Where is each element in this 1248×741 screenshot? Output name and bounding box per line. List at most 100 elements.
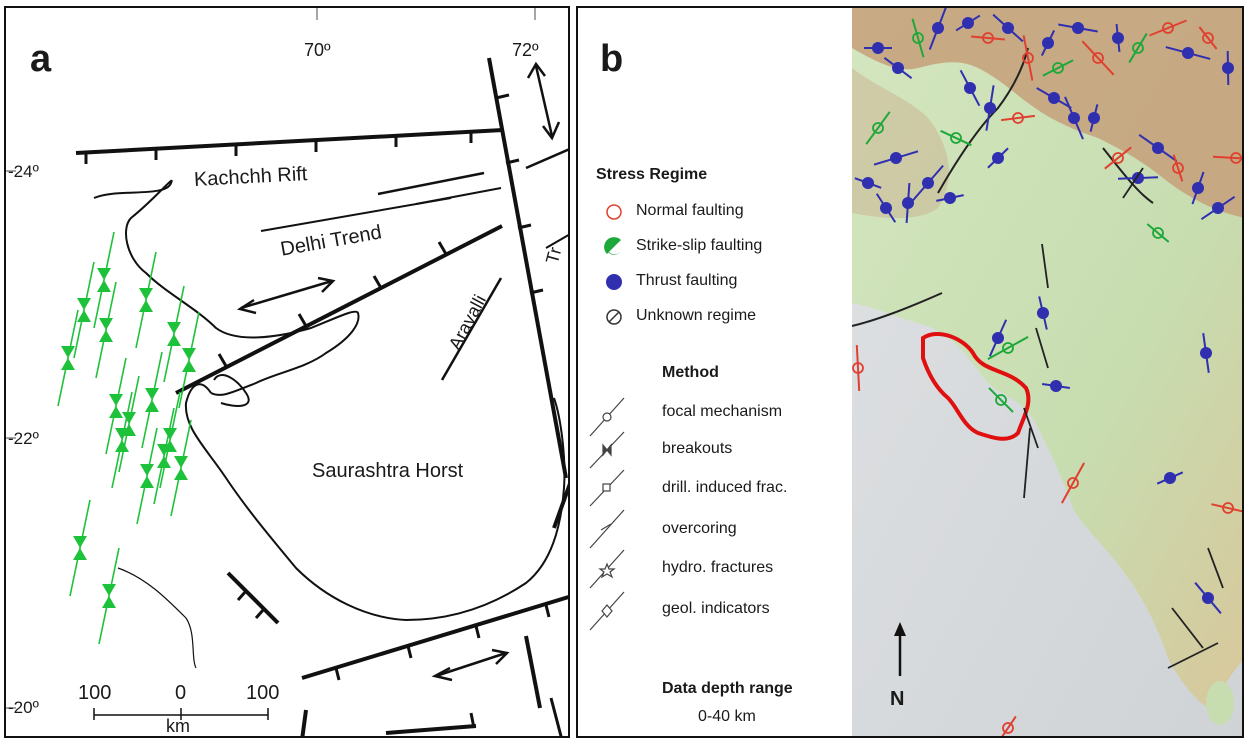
stress-regime-marker	[1112, 32, 1124, 44]
depth-range-value: 0-40 km	[698, 708, 756, 725]
stress-regime-marker	[992, 152, 1004, 164]
stress-regime-marker	[932, 22, 944, 34]
compression-bowtie-icon	[167, 322, 181, 346]
stress-orientation-line	[1022, 35, 1034, 81]
compression-bowtie-icon	[61, 346, 75, 370]
saurashtra-outline	[921, 332, 1031, 441]
breakout-orientation-line	[1023, 427, 1031, 499]
breakout-orientation-line	[1035, 327, 1049, 369]
stress-regime-marker	[1192, 182, 1204, 194]
breakout-orientation-line	[1207, 547, 1224, 589]
compression-bowtie-icon	[97, 268, 111, 292]
stress-regime-marker	[1222, 502, 1234, 514]
compression-bowtie-icon	[139, 288, 153, 312]
stress-regime-marker	[1162, 22, 1174, 34]
stress-orientation-line	[855, 344, 861, 392]
stress-regime-marker	[902, 197, 914, 209]
panel-a-tectonic-map: a 70º 72º -24º -22º -20º Kachchh Rift De…	[4, 6, 570, 738]
legend-icons	[604, 204, 623, 325]
compression-bowtie-icon	[73, 536, 87, 560]
stress-orientation-line	[1149, 19, 1187, 37]
stress-regime-marker	[1050, 380, 1062, 392]
scale-bar	[93, 708, 269, 720]
compression-bowtie-icon	[115, 428, 129, 452]
stress-indicator-symbols	[57, 231, 200, 645]
stress-regime-marker	[852, 362, 864, 374]
stress-regime-marker	[922, 177, 934, 189]
bowtie-on-line-icon	[602, 443, 612, 457]
legend-unknown-regime: Unknown regime	[636, 307, 757, 324]
compression-bowtie-icon	[102, 584, 116, 608]
method-drill-induced: drill. induced frac.	[662, 479, 788, 496]
compression-bowtie-icon	[174, 456, 188, 480]
stress-regime-marker	[862, 177, 874, 189]
stress-regime-marker	[1048, 92, 1060, 104]
compression-bowtie-icon	[77, 298, 91, 322]
stress-orientation-line	[1001, 114, 1035, 122]
panel-b-stress-map: b	[576, 6, 1244, 738]
north-label: N	[890, 688, 905, 710]
stress-regime-marker	[892, 62, 904, 74]
stress-orientation-line	[911, 18, 925, 58]
latitude-label-22: -22º	[8, 429, 39, 448]
stress-regime-marker	[872, 122, 884, 134]
breakout-orientation-line	[1023, 407, 1039, 449]
circle-on-line-icon	[602, 412, 612, 422]
panel-a-letter: a	[30, 38, 52, 80]
stress-orientation-line	[1001, 715, 1017, 736]
half-filled-circle-icon	[604, 237, 623, 255]
stress-markers	[852, 8, 1242, 736]
stress-orientation-line	[940, 129, 972, 147]
stress-regime-marker	[1067, 477, 1079, 489]
stress-orientation-line	[1060, 462, 1086, 504]
stress-regime-marker	[1002, 342, 1014, 354]
stress-regime-marker	[1172, 162, 1184, 174]
extension-arrows	[236, 61, 561, 682]
breakout-orientation-line	[1041, 243, 1049, 289]
method-geol-indicators: geol. indicators	[662, 600, 770, 617]
stress-regime-marker	[1088, 112, 1100, 124]
stress-regime-marker	[1068, 112, 1080, 124]
depth-range-title: Data depth range	[662, 680, 793, 697]
stress-regime-marker	[912, 32, 924, 44]
stress-regime-marker	[984, 102, 996, 114]
method-title: Method	[662, 364, 719, 381]
sri-lanka	[1206, 681, 1234, 725]
stress-orientation-line	[1212, 155, 1242, 160]
legend-thrust-faulting: Thrust faulting	[636, 272, 738, 289]
stress-regime-marker	[1002, 722, 1014, 734]
stress-orientation-line	[1211, 503, 1242, 513]
longitude-label-70: 70º	[304, 40, 331, 60]
stress-orientation-line	[1128, 32, 1148, 64]
stress-regime-marker	[1052, 62, 1064, 74]
stress-regime-marker	[962, 17, 974, 29]
compression-bowtie-icon	[109, 394, 123, 418]
stress-regime-marker	[992, 332, 1004, 344]
filled-circle-icon	[606, 274, 622, 290]
stress-regime-marker	[1012, 112, 1024, 124]
western-margin-fault	[487, 57, 568, 479]
star-on-line-icon	[598, 562, 616, 579]
square-on-line-icon	[602, 483, 611, 492]
longitude-label-72: 72º	[512, 40, 539, 60]
slashed-circle-icon	[606, 309, 622, 325]
stress-orientation-line	[1104, 146, 1132, 170]
stress-regime-marker	[1164, 472, 1176, 484]
diamond-on-line-icon	[601, 604, 613, 618]
method-focal-mechanism: focal mechanism	[662, 403, 783, 420]
method-breakouts: breakouts	[662, 440, 733, 457]
stress-regime-marker	[944, 192, 956, 204]
compression-bowtie-icon	[145, 388, 159, 412]
stress-regime-marker	[1132, 42, 1144, 54]
stress-regime-marker	[1222, 62, 1234, 74]
stress-orientation-line	[1081, 40, 1115, 76]
stress-regime-marker	[1112, 152, 1124, 164]
stress-regime-marker	[880, 202, 892, 214]
stress-regime-marker	[1072, 22, 1084, 34]
stress-orientation-line	[865, 111, 891, 145]
stress-regime-marker	[995, 394, 1007, 406]
stress-regime-marker	[890, 152, 902, 164]
compression-bowtie-icon	[157, 444, 171, 468]
kachchh-northern-fault	[75, 128, 504, 164]
stress-orientation-line	[1172, 154, 1184, 182]
